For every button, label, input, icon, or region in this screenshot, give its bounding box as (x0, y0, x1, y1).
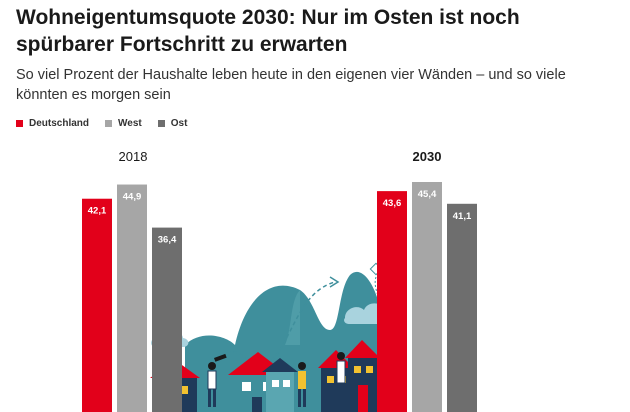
dashed-arrow-path (214, 281, 336, 365)
chart-subtitle: So viel Prozent der Haushalte leben heut… (16, 67, 566, 103)
legend: Deutschland West Ost (16, 118, 187, 129)
person-telescope (207, 353, 227, 407)
house-far-right (345, 340, 380, 412)
legend-item-ost: Ost (157, 118, 188, 129)
bar-2030-west (412, 182, 442, 412)
person-center (298, 362, 306, 407)
mountain-highlight (285, 290, 300, 345)
category-label-2018: 2018 (119, 149, 148, 164)
bar-2030-deutschland (377, 191, 407, 412)
legend-label-west: West (118, 118, 142, 129)
chart-title: Wohneigentumsquote 2030: Nur im Osten is… (16, 6, 520, 56)
dashed-arrow-head (329, 276, 340, 288)
legend-item-deutschland: Deutschland (16, 118, 89, 129)
house-center (262, 358, 298, 412)
category-label-2030: 2030 (413, 149, 442, 164)
bar-label-2030-west: 45,4 (418, 189, 437, 200)
bar-2030-ost (447, 203, 477, 412)
legend-label-deutschland: Deutschland (29, 118, 90, 129)
bar-label-2018-ost: 36,4 (158, 235, 177, 246)
bars-layer (82, 182, 477, 412)
bar-label-2030-deutschland: 43,6 (383, 198, 402, 209)
legend-label-ost: Ost (170, 118, 188, 129)
person-right (336, 352, 346, 405)
bar-labels-layer: 42,1 44,9 36,4 43,6 45,4 41,1 (88, 189, 472, 246)
neighborhood-illustration (150, 262, 394, 412)
bar-label-2018-west: 44,9 (123, 192, 142, 203)
bar-label-2030-ost: 41,1 (453, 211, 472, 222)
legend-swatch-ost (157, 120, 165, 127)
legend-item-west: West (105, 118, 142, 129)
legend-swatch-deutschland (16, 120, 23, 127)
bar-2018-deutschland (82, 198, 112, 412)
bar-2018-west (117, 184, 147, 412)
bar-2018-ost (152, 227, 182, 412)
bar-label-2018-deutschland: 42,1 (88, 206, 107, 217)
legend-swatch-west (105, 120, 113, 127)
